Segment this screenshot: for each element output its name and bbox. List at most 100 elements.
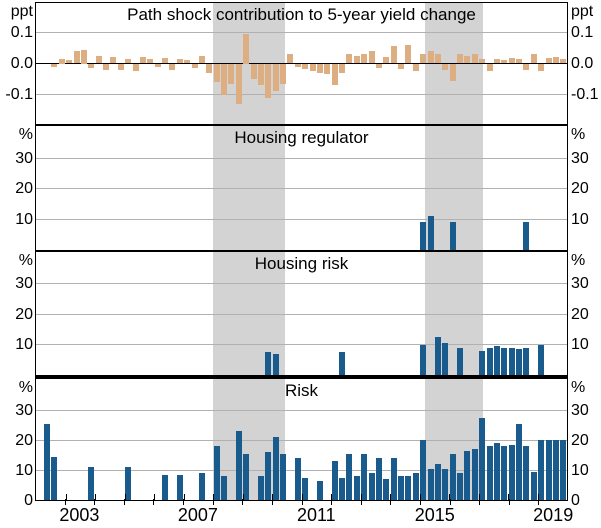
data-bar xyxy=(486,446,493,500)
axis-unit-label: % xyxy=(18,379,33,396)
x-axis-inner-tick xyxy=(360,494,362,500)
data-bar xyxy=(398,63,405,70)
data-bar xyxy=(257,476,264,500)
x-axis-tick xyxy=(479,499,481,505)
gridline xyxy=(36,283,567,285)
x-axis-inner-tick xyxy=(537,494,539,500)
data-bar xyxy=(375,458,382,500)
data-bar xyxy=(361,54,368,64)
data-bar xyxy=(132,63,139,72)
data-bar xyxy=(523,347,530,375)
data-bar xyxy=(368,51,375,64)
data-bar xyxy=(464,55,471,64)
x-axis-tick xyxy=(242,499,244,505)
data-bar xyxy=(530,54,537,64)
data-bar xyxy=(191,63,198,69)
data-bar xyxy=(479,417,486,500)
gridline xyxy=(36,94,567,95)
y-tick-label: 0 xyxy=(24,491,33,509)
x-axis-inner-tick xyxy=(331,494,332,500)
data-bar xyxy=(501,446,508,500)
data-bar xyxy=(434,464,441,500)
data-bar xyxy=(265,452,272,500)
data-bar xyxy=(434,54,441,64)
gridline xyxy=(36,313,567,315)
data-bar xyxy=(331,461,338,500)
data-bar xyxy=(508,347,515,375)
data-bar xyxy=(405,44,412,64)
gridline xyxy=(36,439,567,441)
y-tick-label: 30 xyxy=(15,275,33,293)
x-axis-inner-tick xyxy=(154,494,155,500)
x-axis-tick xyxy=(331,499,333,505)
x-axis-inner-tick xyxy=(183,494,185,500)
panel-title: Path shock contribution to 5-year yield … xyxy=(127,5,476,24)
y-tick-label: 30 xyxy=(571,275,589,293)
y-tick-label: 10 xyxy=(15,210,33,228)
x-axis-tick xyxy=(153,499,155,505)
x-axis-inner-tick xyxy=(478,494,480,500)
data-bar xyxy=(103,63,110,70)
axis-unit-label: ppt xyxy=(571,3,594,20)
gridline xyxy=(36,157,567,159)
data-bar xyxy=(442,343,449,375)
data-bar xyxy=(420,344,427,375)
data-bar xyxy=(375,63,382,69)
axis-unit-label: % xyxy=(571,126,586,143)
data-bar xyxy=(309,63,316,72)
axis-unit-label: % xyxy=(18,252,33,269)
data-bar xyxy=(280,453,287,500)
y-tick-label: 0.1 xyxy=(571,24,594,41)
data-bar xyxy=(95,55,102,64)
y-tick-label: 0.0 xyxy=(10,55,33,72)
data-bar xyxy=(479,350,486,375)
data-bar xyxy=(228,63,235,84)
data-bar xyxy=(88,63,95,69)
data-bar xyxy=(66,59,73,64)
data-bar xyxy=(213,63,220,83)
data-bar xyxy=(265,63,272,98)
x-axis-tick xyxy=(449,499,451,505)
gridline xyxy=(36,344,567,346)
y-tick-label: -0.1 xyxy=(5,86,33,103)
data-bar xyxy=(162,474,169,500)
x-axis-tick xyxy=(538,499,540,505)
data-bar xyxy=(302,63,309,70)
data-bar xyxy=(434,337,441,375)
data-bar xyxy=(339,352,346,375)
data-bar xyxy=(250,63,257,79)
x-axis-year-label: 2011 xyxy=(296,505,336,525)
data-bar xyxy=(272,63,279,92)
data-bar xyxy=(493,58,500,64)
y-tick-label: 20 xyxy=(15,431,33,449)
y-tick-label: 0.0 xyxy=(571,55,594,72)
data-bar xyxy=(147,58,154,64)
shaded-period-band xyxy=(213,126,286,250)
data-bar xyxy=(442,468,449,500)
data-bar xyxy=(538,344,545,375)
data-bar xyxy=(346,54,353,64)
data-bar xyxy=(552,440,559,500)
data-bar xyxy=(516,58,523,64)
data-bar xyxy=(73,51,80,64)
data-bar xyxy=(479,58,486,64)
data-bar xyxy=(80,49,87,64)
data-bar xyxy=(493,443,500,500)
data-bar xyxy=(257,63,264,86)
y-tick-label: 30 xyxy=(15,149,33,167)
zero-line xyxy=(36,63,567,64)
y-tick-label: -0.1 xyxy=(571,86,599,103)
x-axis-tick xyxy=(360,499,362,505)
data-bar xyxy=(361,453,368,500)
data-bar xyxy=(154,63,161,68)
data-bar xyxy=(235,431,242,500)
data-bar xyxy=(412,63,419,72)
gridline xyxy=(36,469,567,471)
data-bar xyxy=(538,440,545,500)
data-bar xyxy=(346,453,353,500)
x-axis-tick xyxy=(183,499,185,505)
panel-housing-regulator: Housing regulator 30 30 20 20 10 10%% xyxy=(15,125,589,251)
panel-title: Housing risk xyxy=(254,254,349,273)
data-bar xyxy=(538,63,545,72)
